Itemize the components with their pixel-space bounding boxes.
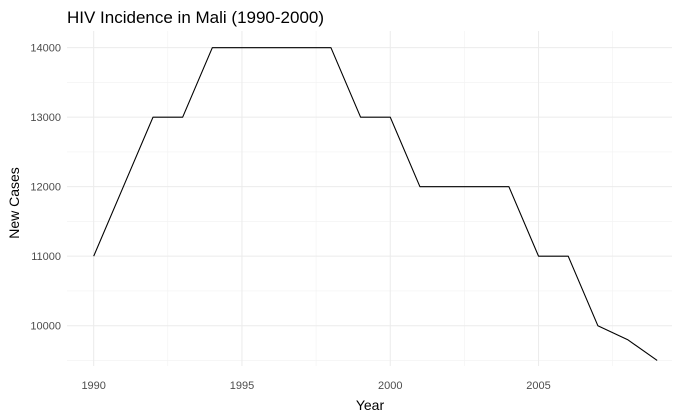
x-axis-title: Year [356, 397, 385, 413]
x-tick-label: 2005 [526, 380, 550, 392]
tick-labels: 1990 1995 2000 2005 10000 11000 12000 13000 1400… [30, 43, 550, 392]
series-line [93, 47, 658, 361]
chart-title: HIV Incidence in Mali (1990-2000) [67, 8, 324, 27]
grid [67, 31, 672, 366]
y-tick-label: 11000 [31, 251, 61, 263]
x-tick-label: 1995 [230, 380, 254, 392]
y-tick-label: 14000 [30, 43, 61, 55]
y-axis-title: New Cases [6, 167, 22, 239]
series-layer [93, 47, 658, 361]
x-tick-label: 1990 [81, 380, 105, 392]
y-tick-label: 10000 [30, 321, 61, 333]
x-tick-label: 2000 [378, 380, 402, 392]
y-tick-label: 13000 [30, 112, 61, 124]
y-tick-label: 12000 [30, 182, 61, 194]
